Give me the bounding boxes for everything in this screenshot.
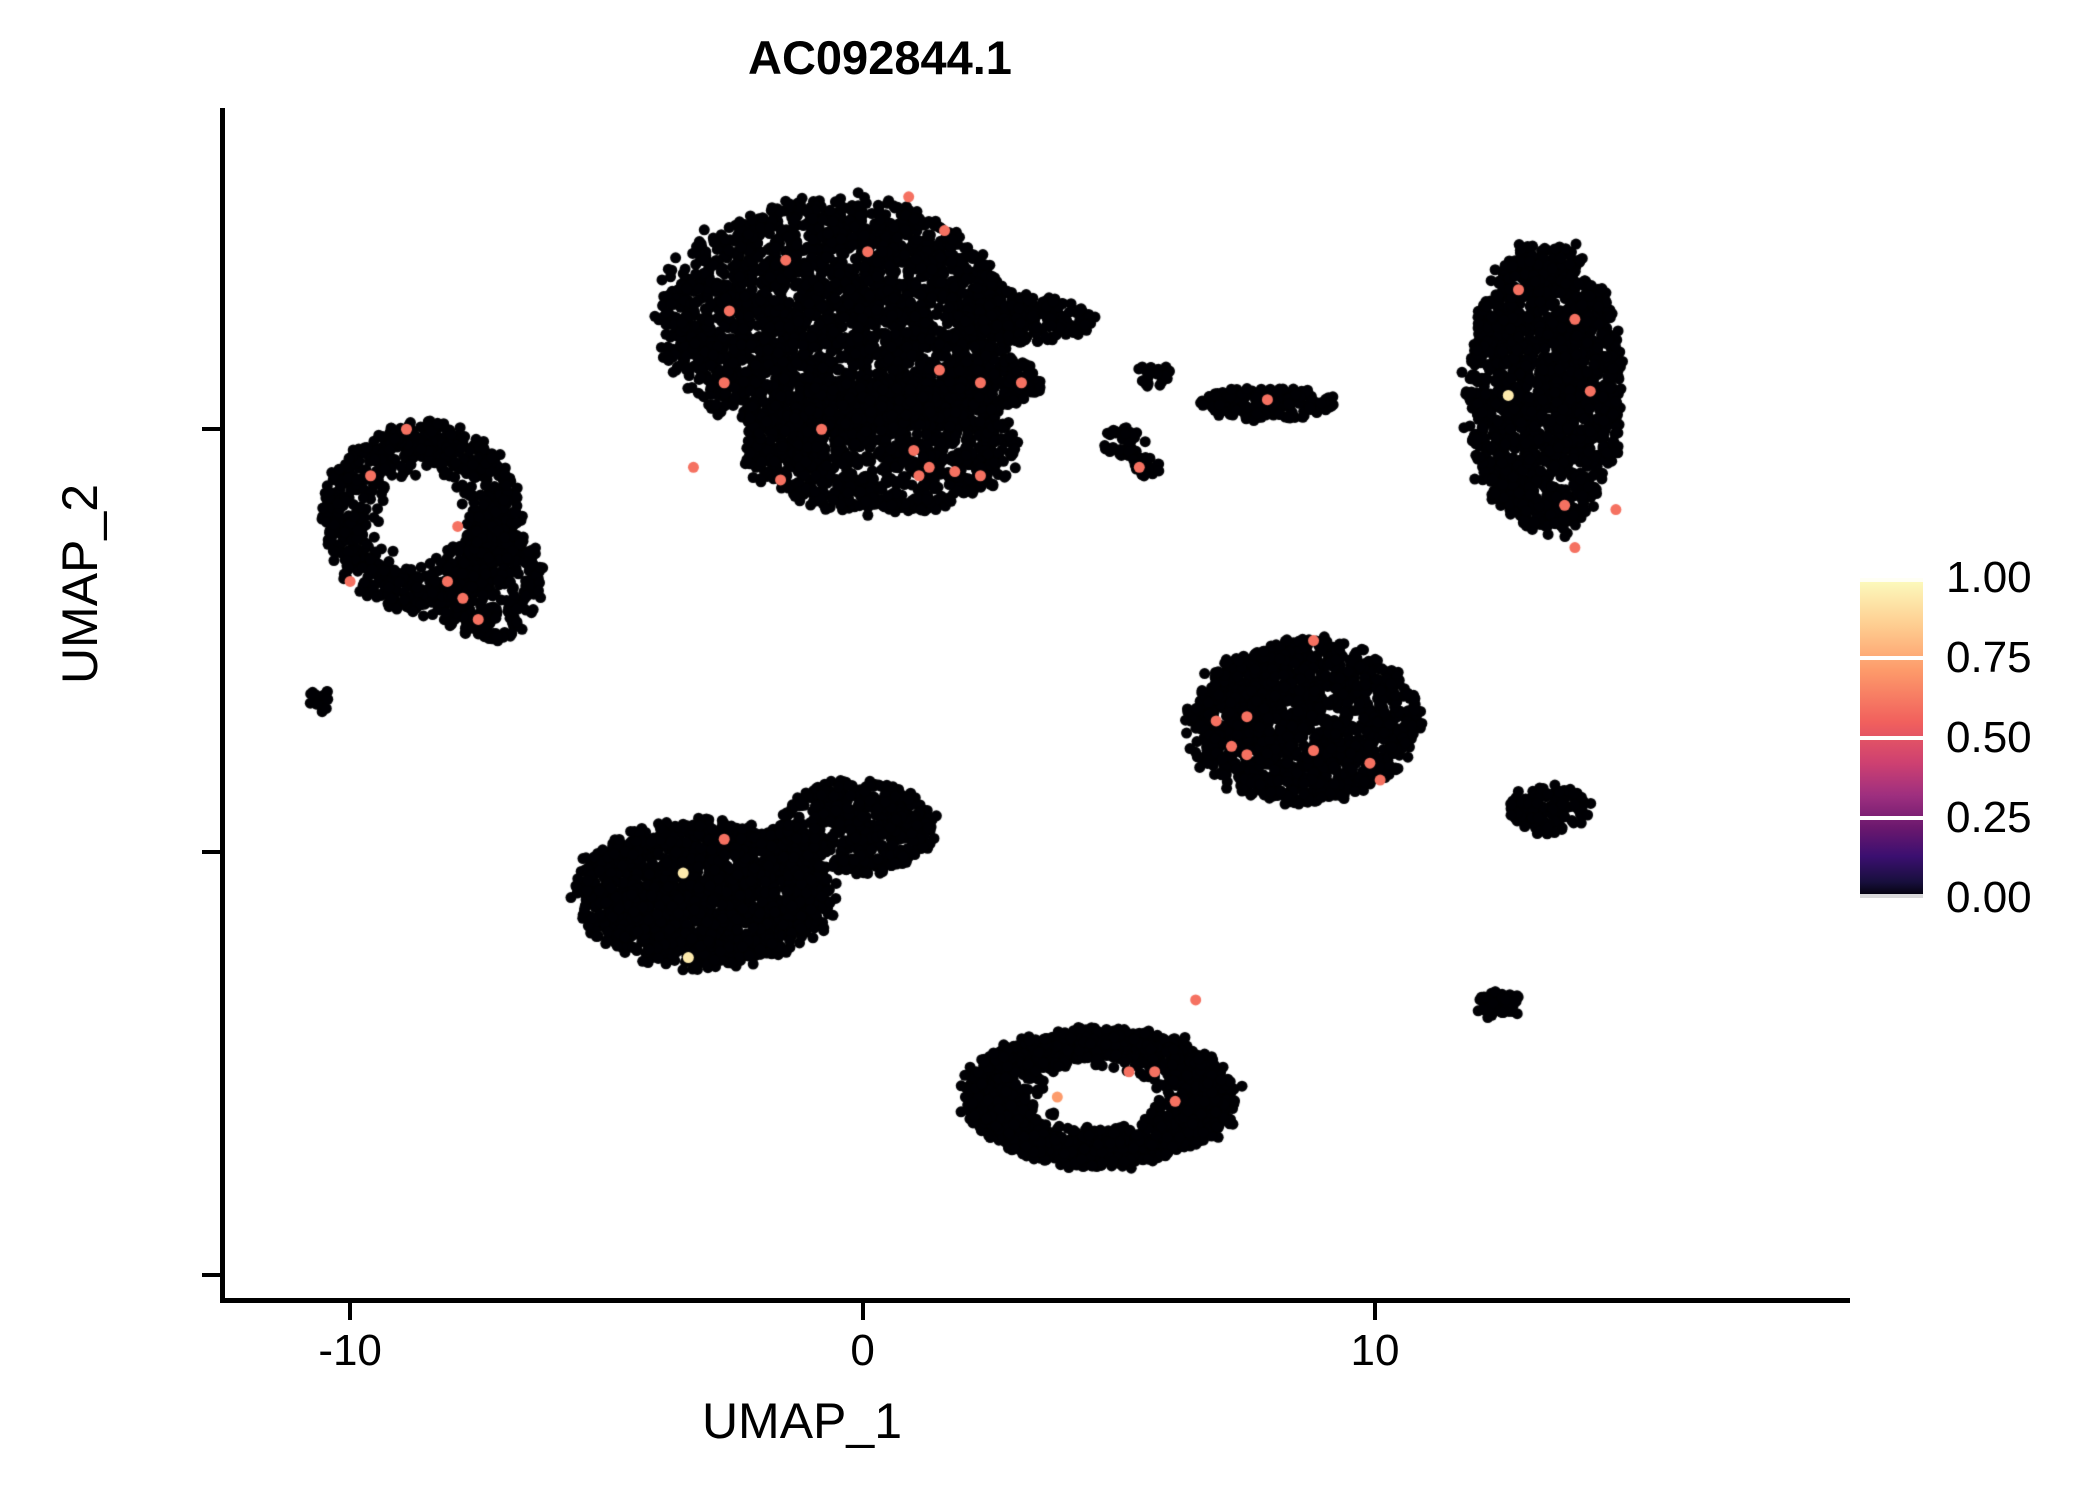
legend-tick-mark: [1860, 656, 1923, 660]
page-title: AC092844.1: [748, 31, 1012, 84]
x-tick-label: -10: [318, 1326, 382, 1375]
y-tick-mark: [202, 427, 220, 432]
y-axis-line: [220, 108, 225, 1302]
legend-tick-label: 0.50: [1946, 713, 2032, 762]
legend-tick-label: 1.00: [1946, 553, 2032, 602]
x-tick-mark: [860, 1302, 865, 1320]
legend-tick-label: 0.75: [1946, 633, 2032, 682]
scatter-plot-canvas: [222, 108, 1744, 1300]
x-axis-line: [220, 1298, 1850, 1303]
y-tick-mark: [202, 849, 220, 854]
x-tick-mark: [1373, 1302, 1378, 1320]
legend-tick-mark: [1860, 736, 1923, 740]
legend-tick-label: 0.00: [1946, 873, 2032, 922]
legend-tick-mark: [1860, 816, 1923, 820]
color-legend: 0.00 0.25 0.50 0.75 1.00: [1860, 553, 2080, 922]
x-tick-label: 10: [1350, 1326, 1400, 1375]
y-tick-mark: [202, 1272, 220, 1277]
x-axis-label: UMAP_1: [701, 1393, 903, 1449]
y-axis-label: UMAP_2: [52, 483, 108, 685]
x-tick-mark: [348, 1302, 353, 1320]
legend-tick-mark: [1860, 578, 1923, 582]
legend-tick-label: 0.25: [1946, 793, 2032, 842]
legend-tick-mark: [1860, 894, 1923, 898]
x-tick-label: 0: [850, 1326, 875, 1375]
